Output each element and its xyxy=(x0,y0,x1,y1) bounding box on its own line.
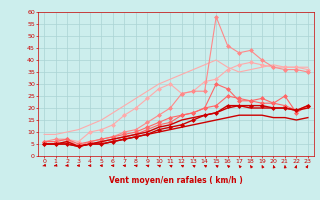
X-axis label: Vent moyen/en rafales ( km/h ): Vent moyen/en rafales ( km/h ) xyxy=(109,176,243,185)
